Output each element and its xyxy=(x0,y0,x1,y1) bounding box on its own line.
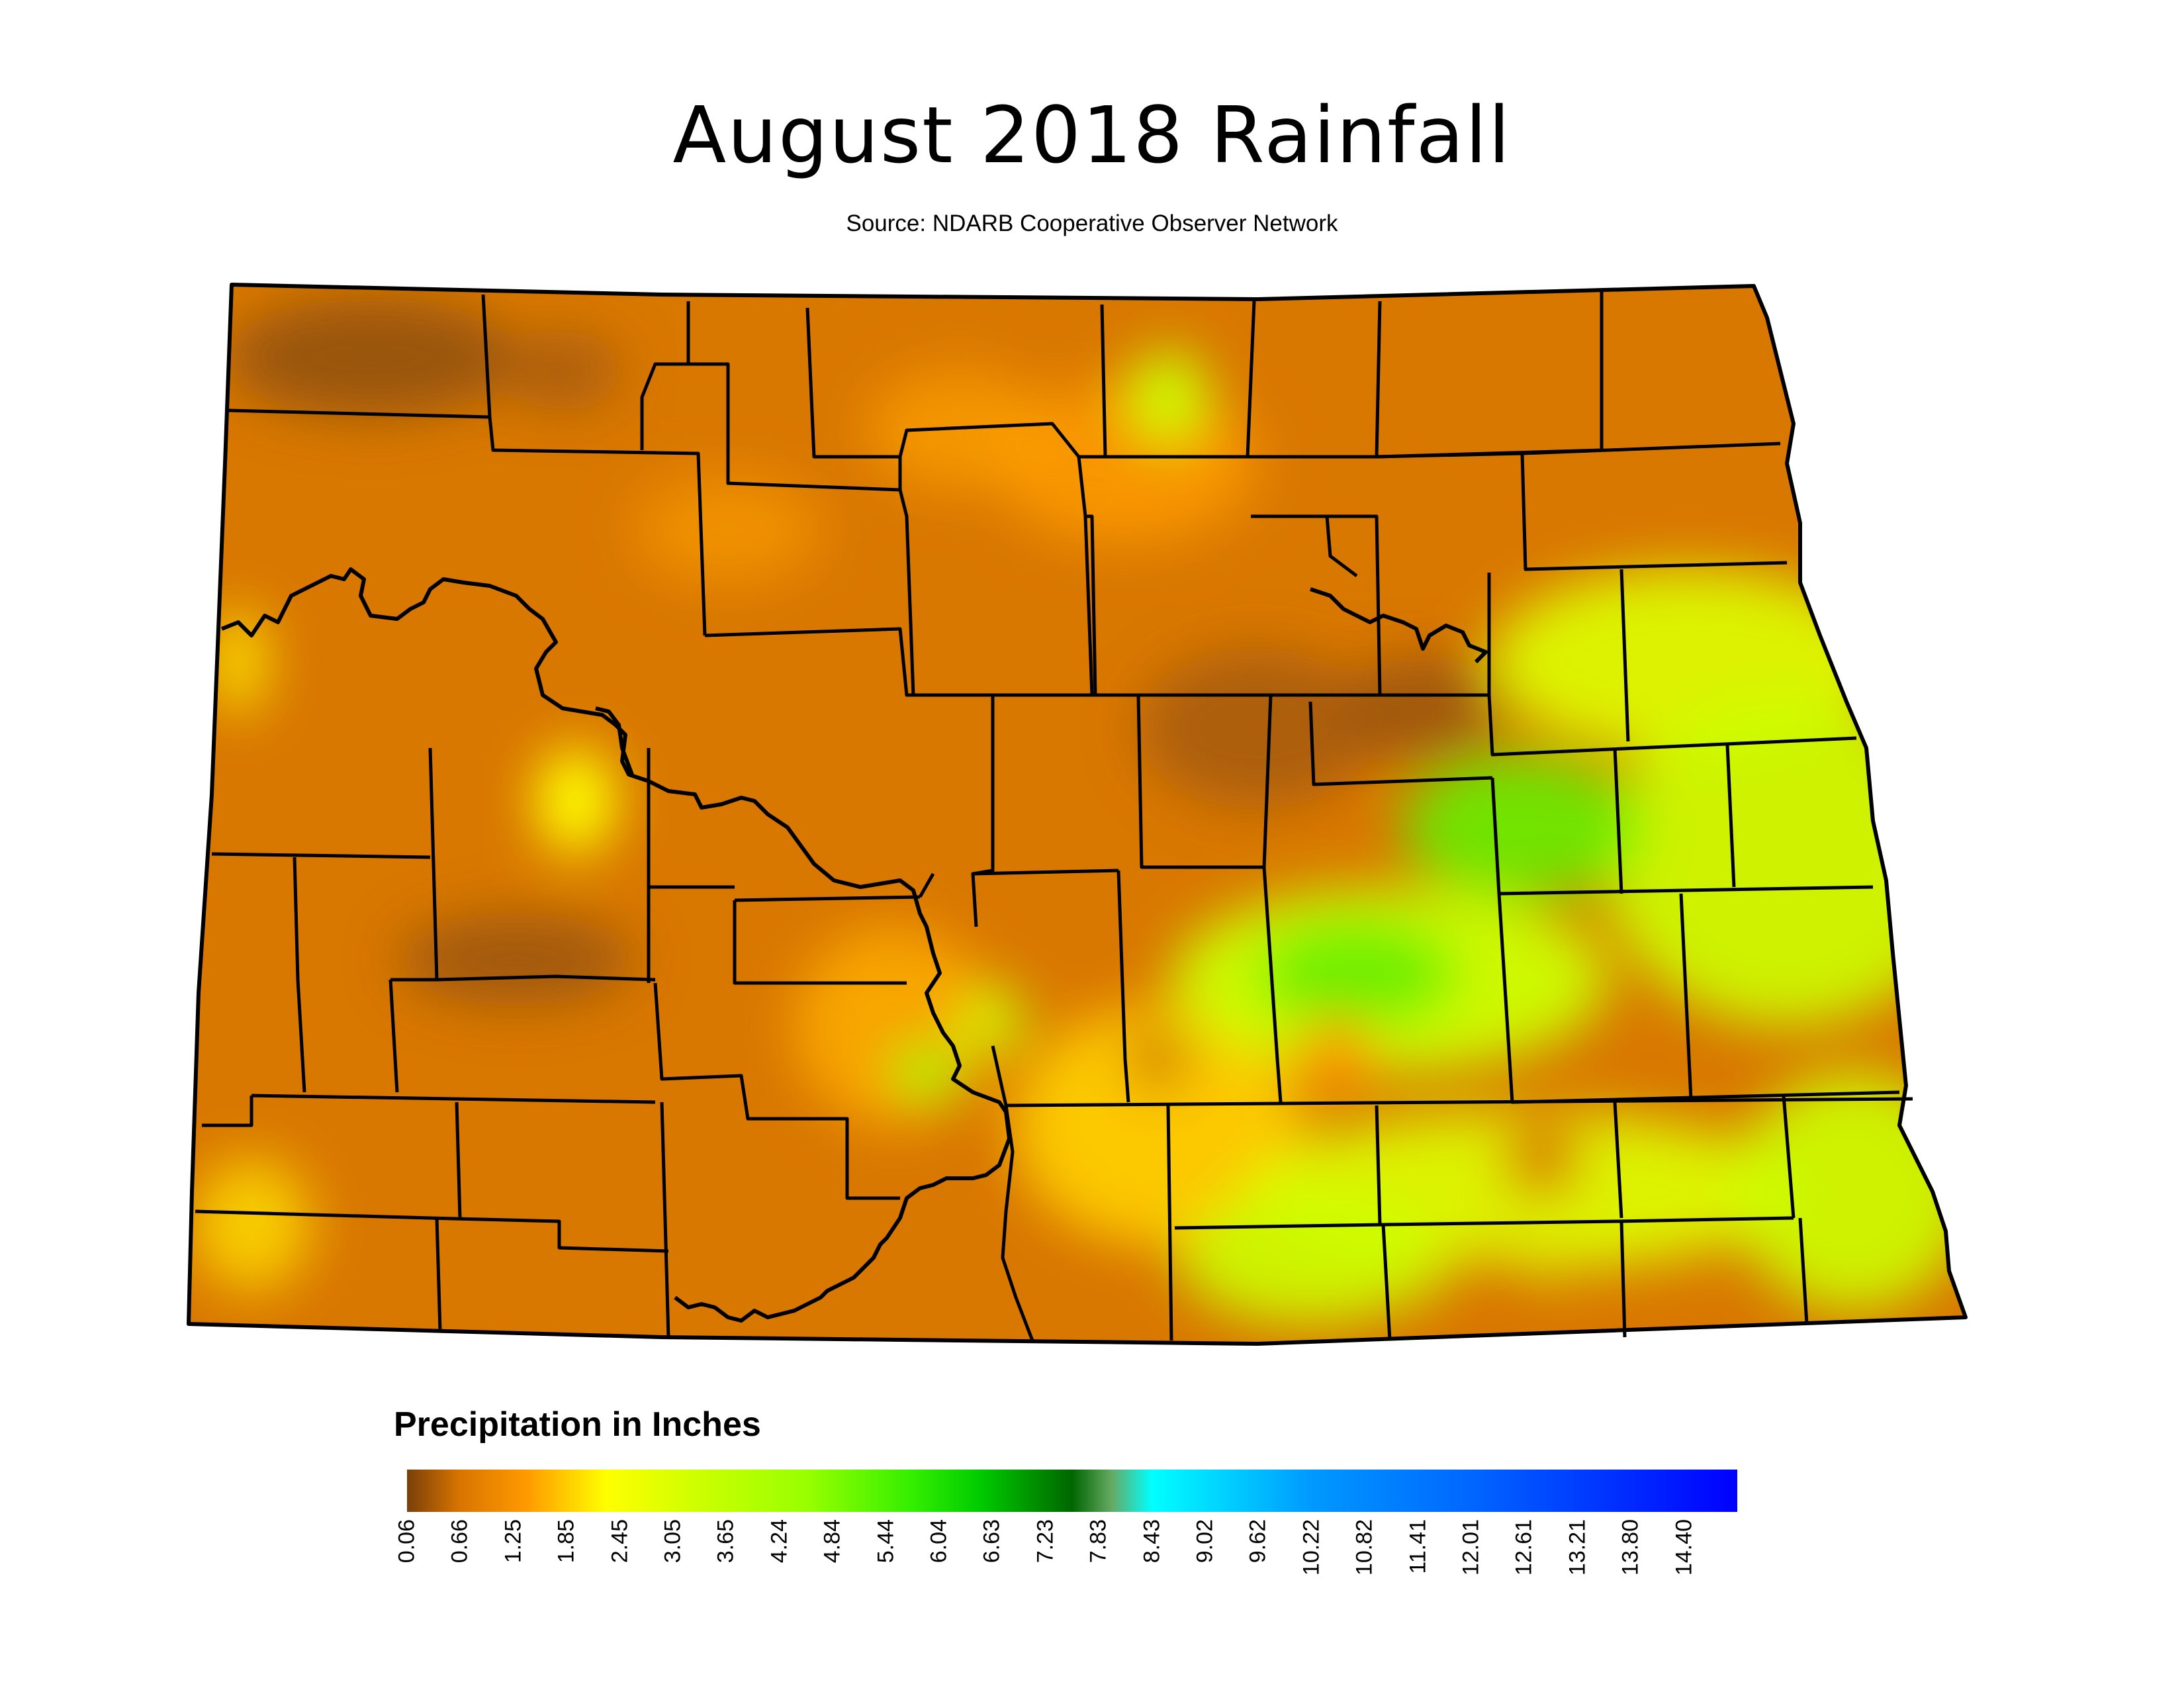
legend-tick-label: 0.66 xyxy=(447,1519,473,1612)
legend-tick-text: 13.80 xyxy=(1617,1519,1643,1576)
legend-tick-text: 10.22 xyxy=(1298,1519,1324,1576)
legend-tick-label: 5.44 xyxy=(873,1519,899,1612)
legend-tick-text: 1.85 xyxy=(553,1519,579,1564)
legend-tick-text: 10.82 xyxy=(1351,1519,1377,1576)
legend-tick-label: 4.24 xyxy=(766,1519,793,1612)
legend-tick-label: 2.45 xyxy=(607,1519,633,1612)
legend-tick-label: 6.63 xyxy=(979,1519,1005,1612)
legend-tick-text: 12.61 xyxy=(1511,1519,1537,1576)
legend-tick-labels: 0.06 0.66 1.25 1.85 2.45 3.05 3.65 4.24 4.84 5.44… xyxy=(394,1519,1737,1612)
legend-tick-label: 13.21 xyxy=(1565,1519,1591,1612)
legend-tick-label: 4.84 xyxy=(819,1519,846,1612)
legend-tick-text: 7.23 xyxy=(1032,1519,1058,1564)
legend-tick-label: 3.05 xyxy=(660,1519,686,1612)
legend-tick-label: 14.40 xyxy=(1671,1519,1698,1612)
legend-tick-text: 9.62 xyxy=(1245,1519,1271,1564)
legend-tick-text: 8.43 xyxy=(1139,1519,1165,1564)
legend-tick-label: 7.83 xyxy=(1085,1519,1112,1612)
legend-tick-label: 8.43 xyxy=(1139,1519,1165,1612)
legend-tick-text: 14.40 xyxy=(1671,1519,1697,1576)
legend-tick-label: 6.04 xyxy=(926,1519,952,1612)
legend-tick-label: 9.02 xyxy=(1192,1519,1218,1612)
legend-tick-text: 0.06 xyxy=(394,1519,420,1564)
legend-tick-text: 6.63 xyxy=(979,1519,1005,1564)
map-title: August 2018 Rainfall xyxy=(672,89,1512,181)
legend-tick-label: 13.80 xyxy=(1617,1519,1644,1612)
legend-tick-text: 7.83 xyxy=(1085,1519,1111,1564)
legend-tick-label: 3.65 xyxy=(713,1519,739,1612)
precipitation-field xyxy=(189,285,1966,1344)
legend-title: Precipitation in Inches xyxy=(394,1405,761,1444)
legend-tick-label: 11.41 xyxy=(1405,1519,1432,1612)
legend-tick-label: 7.23 xyxy=(1032,1519,1059,1612)
legend-tick-label: 0.06 xyxy=(394,1519,420,1612)
missouri-river xyxy=(220,567,1488,1323)
legend-tick-text: 0.66 xyxy=(447,1519,473,1564)
legend-tick-label: 10.82 xyxy=(1351,1519,1378,1612)
legend-tick-text: 1.25 xyxy=(500,1519,526,1564)
legend-tick-label: 12.61 xyxy=(1511,1519,1537,1612)
legend-tick-text: 6.04 xyxy=(926,1519,952,1564)
legend-tick-label: 10.22 xyxy=(1298,1519,1325,1612)
legend-tick-text: 5.44 xyxy=(873,1519,899,1564)
legend-tick-text: 13.21 xyxy=(1565,1519,1590,1576)
legend-tick-text: 2.45 xyxy=(607,1519,633,1564)
legend-tick-label: 1.85 xyxy=(553,1519,580,1612)
legend-tick-text: 12.01 xyxy=(1458,1519,1484,1576)
county-boundaries xyxy=(187,283,1968,1346)
legend-tick-text: 9.02 xyxy=(1192,1519,1218,1564)
legend-tick-text: 3.65 xyxy=(713,1519,739,1564)
legend-tick-label: 12.01 xyxy=(1458,1519,1484,1612)
legend-tick-text: 4.24 xyxy=(766,1519,792,1564)
legend-tick-label: 9.62 xyxy=(1245,1519,1271,1612)
legend-tick-text: 11.41 xyxy=(1405,1519,1431,1574)
legend-tick-label: 1.25 xyxy=(500,1519,527,1612)
legend-tick-text: 3.05 xyxy=(660,1519,686,1564)
legend-tick-text: 4.84 xyxy=(819,1519,845,1564)
legend-color-bar xyxy=(407,1470,1737,1512)
map-subtitle: Source: NDARB Cooperative Observer Netwo… xyxy=(846,211,1338,236)
